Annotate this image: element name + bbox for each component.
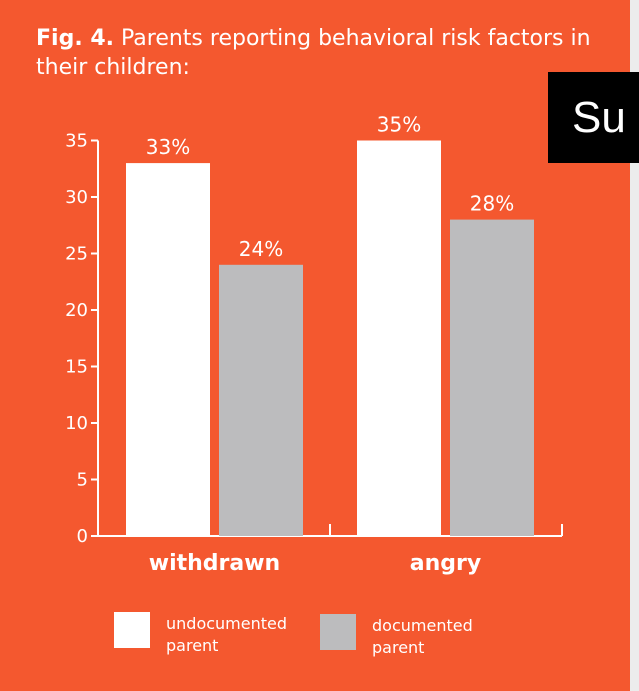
x-category-label: withdrawn [149, 551, 280, 576]
data-label: 28% [470, 192, 514, 216]
y-tick-label: 30 [65, 187, 88, 208]
bar-withdrawn-documented [219, 264, 303, 536]
y-tick-label: 35 [65, 131, 88, 152]
y-tick-label: 25 [65, 244, 88, 265]
legend-label-documented: documented parent [372, 616, 473, 657]
bar-angry-undocumented [357, 140, 441, 536]
y-tick-label: 15 [65, 357, 88, 378]
y-tick-label: 10 [65, 413, 88, 434]
legend-swatch-undocumented [114, 612, 150, 648]
bar-chart: 0 5 10 15 20 25 30 35 33% 24% withdrawn 35% 28% angry [65, 113, 563, 576]
data-label: 33% [146, 135, 190, 159]
chart-title: Fig. 4. Parents reporting behavioral ris… [36, 24, 596, 82]
data-label: 35% [377, 113, 421, 137]
y-tick-label: 5 [77, 470, 88, 491]
y-tick-label: 0 [77, 526, 88, 547]
x-category-label: angry [410, 551, 481, 576]
data-label: 24% [239, 237, 283, 261]
figure-number: Fig. 4. [36, 26, 114, 51]
overlay-caption-box: Su [548, 72, 639, 163]
legend-swatch-documented [320, 614, 356, 650]
legend-label-undocumented: undocumented parent [166, 614, 288, 655]
page-margin [630, 0, 639, 691]
figure-caption: Parents reporting behavioral risk factor… [36, 26, 591, 80]
y-tick-label: 20 [65, 300, 88, 321]
bar-angry-documented [450, 219, 534, 536]
bar-withdrawn-undocumented [126, 163, 210, 536]
